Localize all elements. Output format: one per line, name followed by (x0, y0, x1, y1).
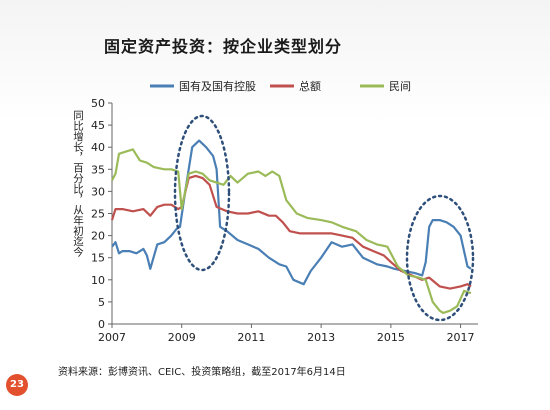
x-tick-label: 2017 (447, 331, 475, 344)
y-axis-label: 同比增长，百分比，从年初迄今 (72, 110, 84, 257)
page-number-badge: 23 (6, 374, 28, 396)
highlight-ellipse-2016 (405, 194, 475, 322)
x-tick-label: 2013 (307, 331, 335, 344)
y-tick-label: 40 (91, 141, 105, 154)
highlight-ellipse-2009 (173, 114, 231, 272)
x-tick-label: 2015 (377, 331, 405, 344)
y-tick-label: 5 (98, 296, 105, 309)
y-tick-label: 0 (98, 318, 105, 331)
legend-label-1: 国有及国有控股 (179, 79, 256, 93)
y-tick-label: 50 (91, 97, 105, 110)
source-note: 资料来源：彭博资讯、CEIC、投资策略组，截至2017年6月14日 (58, 367, 346, 378)
legend-label-3: 民间 (389, 80, 411, 93)
legend-label-2: 总额 (299, 79, 321, 93)
series-line-2 (110, 174, 472, 290)
y-tick-label: 25 (91, 208, 105, 221)
x-tick-label: 2009 (168, 331, 196, 344)
y-tick-label: 35 (91, 163, 105, 176)
x-tick-label: 2011 (237, 331, 265, 344)
y-tick-label: 45 (91, 119, 105, 132)
y-tick-label: 15 (91, 252, 105, 265)
series-line-1 (111, 139, 472, 286)
y-tick-label: 20 (91, 230, 105, 243)
y-tick-label: 30 (91, 185, 105, 198)
series-line-3 (111, 148, 472, 314)
x-tick-label: 2007 (98, 331, 126, 344)
chart-title: 固定资产投资：按企业类型划分 (104, 37, 343, 56)
y-tick-label: 10 (91, 274, 105, 287)
